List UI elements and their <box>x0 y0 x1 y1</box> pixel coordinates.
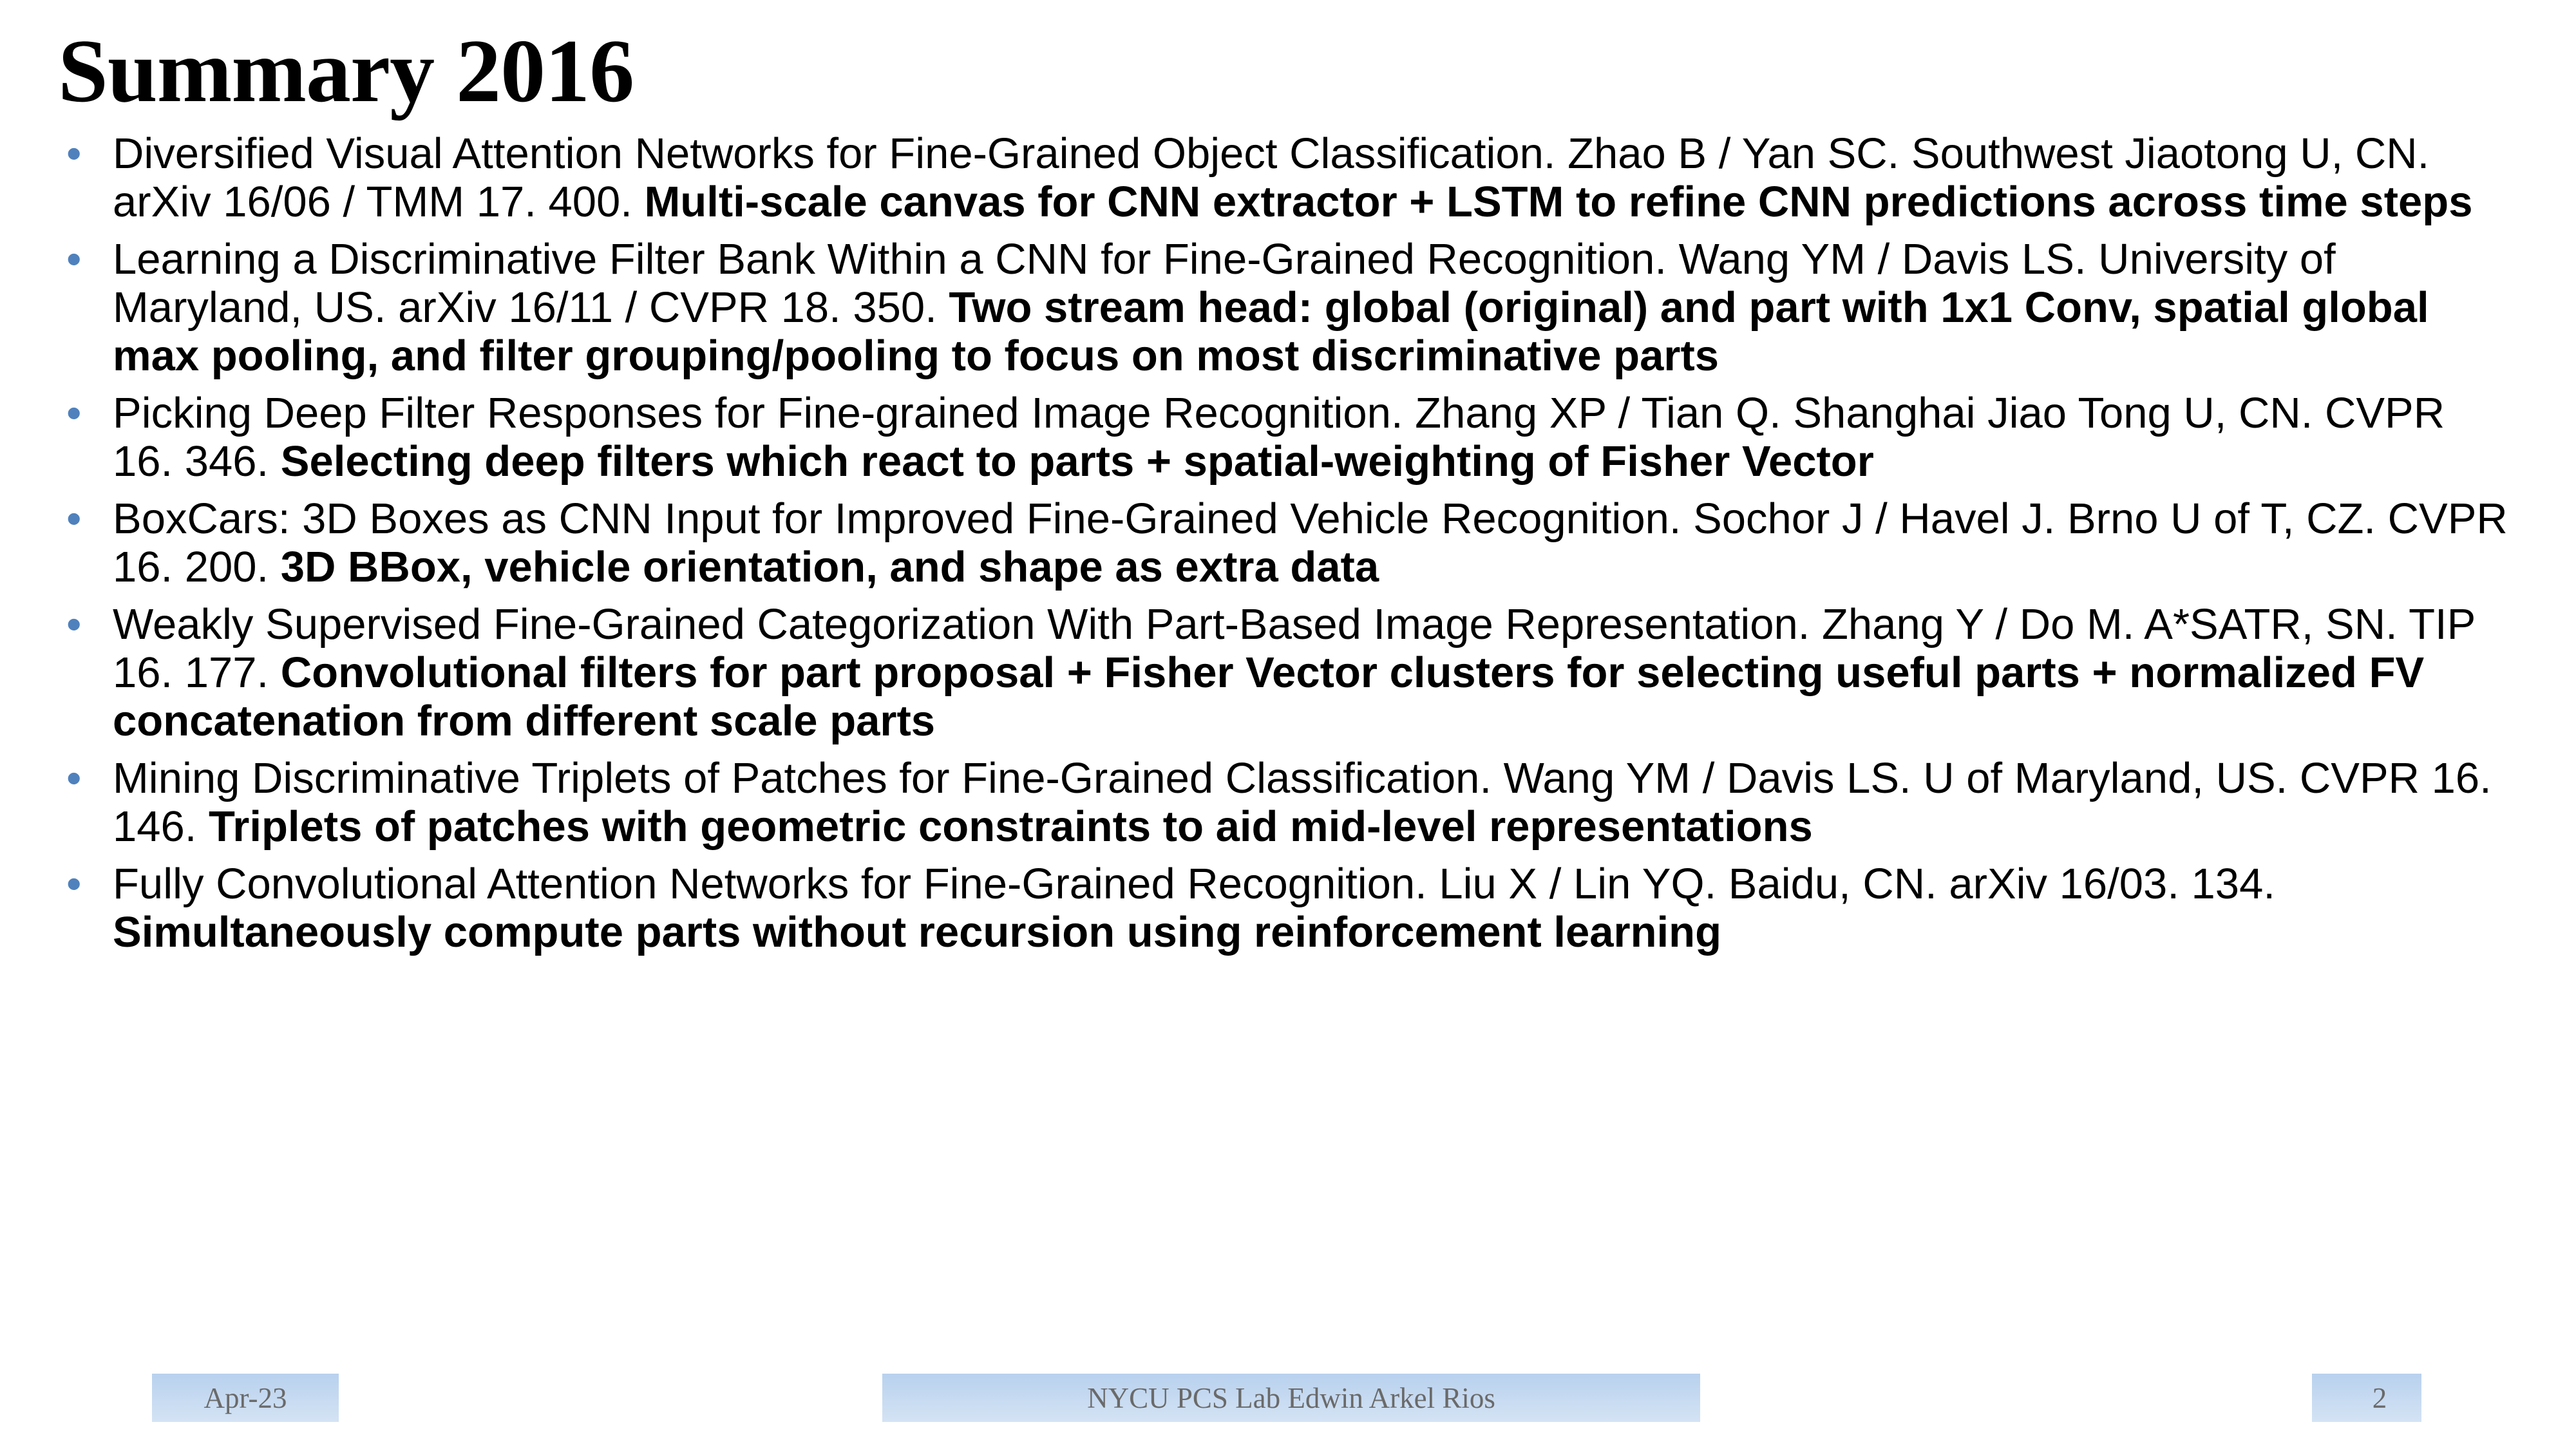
bullet-item: Diversified Visual Attention Networks fo… <box>113 129 2512 226</box>
bullet-bold: Simultaneously compute parts without rec… <box>113 908 1721 956</box>
bullet-item: Weakly Supervised Fine-Grained Categoriz… <box>113 600 2512 745</box>
footer-date: Apr-23 <box>152 1374 339 1422</box>
bullet-bold: 3D BBox, vehicle orientation, and shape … <box>281 543 1379 591</box>
slide-title: Summary 2016 <box>58 19 2512 123</box>
footer-page-number: 2 <box>2312 1374 2421 1422</box>
bullet-item: Picking Deep Filter Responses for Fine-g… <box>113 389 2512 486</box>
bullet-list: Diversified Visual Attention Networks fo… <box>64 129 2512 957</box>
bullet-item: BoxCars: 3D Boxes as CNN Input for Impro… <box>113 495 2512 591</box>
footer: Apr-23 NYCU PCS Lab Edwin Arkel Rios 2 <box>0 1374 2576 1422</box>
bullet-bold: Triplets of patches with geometric const… <box>209 802 1813 851</box>
footer-page-number-text: 2 <box>2372 1381 2387 1415</box>
bullet-item: Learning a Discriminative Filter Bank Wi… <box>113 235 2512 380</box>
bullet-bold: Multi-scale canvas for CNN extractor + L… <box>645 178 2473 226</box>
bullet-item: Mining Discriminative Triplets of Patche… <box>113 754 2512 851</box>
bullet-bold: Convolutional filters for part proposal … <box>113 649 2424 745</box>
bullet-item: Fully Convolutional Attention Networks f… <box>113 860 2512 956</box>
footer-date-text: Apr-23 <box>204 1381 287 1415</box>
footer-author-text: NYCU PCS Lab Edwin Arkel Rios <box>1087 1381 1495 1415</box>
footer-author: NYCU PCS Lab Edwin Arkel Rios <box>882 1374 1700 1422</box>
bullet-bold: Selecting deep filters which react to pa… <box>281 437 1874 486</box>
bullet-plain: Fully Convolutional Attention Networks f… <box>113 860 2275 908</box>
slide: Summary 2016 Diversified Visual Attentio… <box>0 0 2576 1449</box>
